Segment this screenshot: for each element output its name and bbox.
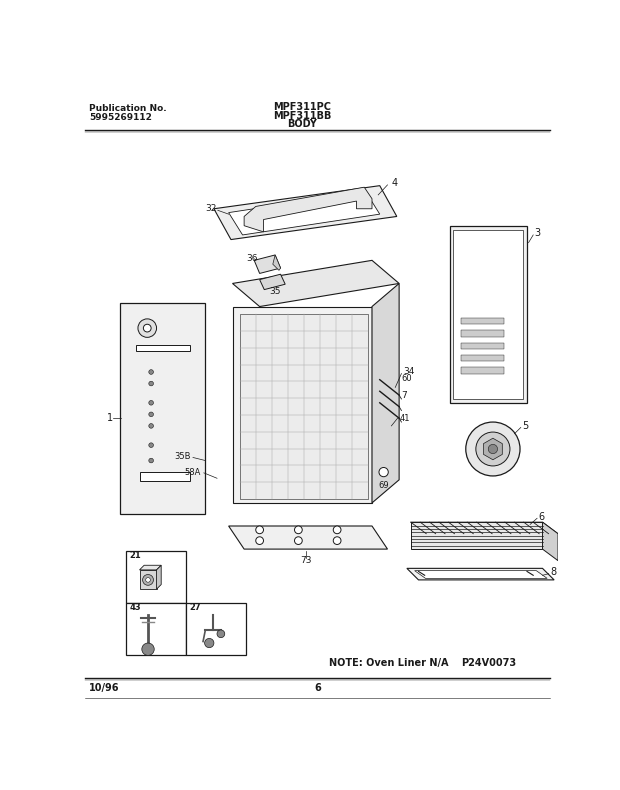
Bar bbox=[125, 603, 186, 656]
Bar bbox=[461, 330, 503, 337]
Circle shape bbox=[255, 536, 264, 544]
Circle shape bbox=[149, 370, 153, 374]
Text: 60: 60 bbox=[402, 374, 412, 382]
Polygon shape bbox=[260, 274, 285, 290]
Bar bbox=[461, 318, 503, 324]
Text: 27: 27 bbox=[190, 603, 202, 612]
Circle shape bbox=[149, 443, 153, 447]
Text: 1: 1 bbox=[107, 413, 113, 423]
Bar bbox=[461, 343, 503, 349]
Text: 35: 35 bbox=[270, 287, 281, 295]
Text: 43: 43 bbox=[130, 603, 141, 612]
Polygon shape bbox=[415, 570, 547, 578]
Bar bbox=[125, 551, 186, 603]
Bar bbox=[453, 230, 523, 399]
Text: 41: 41 bbox=[399, 414, 410, 423]
Circle shape bbox=[255, 526, 264, 534]
Circle shape bbox=[143, 574, 154, 585]
Text: 4: 4 bbox=[391, 179, 397, 188]
Circle shape bbox=[334, 526, 341, 534]
Text: 36: 36 bbox=[247, 254, 258, 262]
Text: 5: 5 bbox=[522, 421, 529, 431]
Text: 32: 32 bbox=[205, 205, 217, 213]
Polygon shape bbox=[372, 284, 399, 503]
Circle shape bbox=[149, 412, 153, 416]
Bar bbox=[450, 226, 527, 403]
Circle shape bbox=[149, 401, 153, 405]
Polygon shape bbox=[244, 187, 372, 231]
Circle shape bbox=[149, 458, 153, 463]
Bar bbox=[461, 367, 503, 374]
Polygon shape bbox=[241, 314, 368, 499]
Text: 58A: 58A bbox=[185, 468, 201, 476]
Text: 3: 3 bbox=[534, 228, 541, 239]
Circle shape bbox=[142, 643, 154, 656]
Polygon shape bbox=[140, 566, 161, 570]
Circle shape bbox=[334, 536, 341, 544]
Polygon shape bbox=[484, 438, 502, 460]
Polygon shape bbox=[229, 526, 388, 549]
Bar bbox=[136, 345, 190, 352]
Polygon shape bbox=[120, 303, 205, 514]
Text: P24V0073: P24V0073 bbox=[461, 658, 516, 668]
Text: 35B: 35B bbox=[174, 452, 191, 461]
Polygon shape bbox=[410, 522, 558, 534]
Text: 6: 6 bbox=[539, 512, 545, 521]
Circle shape bbox=[466, 422, 520, 476]
Polygon shape bbox=[140, 570, 156, 589]
Text: 21: 21 bbox=[130, 551, 141, 560]
Text: MPF311BB: MPF311BB bbox=[273, 111, 332, 121]
Bar bbox=[461, 355, 503, 361]
Text: MPF311PC: MPF311PC bbox=[273, 102, 331, 112]
Text: 5995269112: 5995269112 bbox=[89, 114, 152, 122]
Circle shape bbox=[294, 536, 303, 544]
Text: 34: 34 bbox=[403, 367, 414, 377]
Polygon shape bbox=[254, 255, 280, 273]
Polygon shape bbox=[542, 522, 558, 561]
Text: 8: 8 bbox=[551, 567, 556, 577]
Text: 73: 73 bbox=[300, 556, 312, 565]
Polygon shape bbox=[410, 522, 542, 549]
Circle shape bbox=[217, 630, 224, 638]
Text: 7: 7 bbox=[402, 390, 407, 400]
Circle shape bbox=[294, 526, 303, 534]
Polygon shape bbox=[407, 568, 554, 580]
Bar bbox=[140, 472, 190, 481]
Polygon shape bbox=[214, 186, 397, 239]
Text: 69: 69 bbox=[378, 481, 389, 491]
Text: BODY: BODY bbox=[287, 119, 317, 129]
Circle shape bbox=[379, 468, 388, 476]
Circle shape bbox=[149, 423, 153, 428]
Text: NOTE: Oven Liner N/A: NOTE: Oven Liner N/A bbox=[329, 658, 449, 668]
Polygon shape bbox=[156, 566, 161, 589]
Polygon shape bbox=[273, 255, 280, 270]
Polygon shape bbox=[232, 261, 399, 307]
Circle shape bbox=[143, 324, 151, 332]
Polygon shape bbox=[232, 307, 372, 503]
Circle shape bbox=[138, 319, 156, 337]
Circle shape bbox=[476, 432, 510, 466]
Circle shape bbox=[489, 445, 497, 453]
Text: 10/96: 10/96 bbox=[89, 683, 120, 693]
Text: eReplacementParts.com: eReplacementParts.com bbox=[272, 460, 373, 469]
Polygon shape bbox=[229, 192, 379, 235]
Circle shape bbox=[146, 577, 150, 582]
Circle shape bbox=[149, 382, 153, 386]
Text: Publication No.: Publication No. bbox=[89, 104, 167, 113]
Bar bbox=[186, 603, 246, 656]
Text: 6: 6 bbox=[314, 683, 321, 693]
Circle shape bbox=[205, 638, 214, 648]
